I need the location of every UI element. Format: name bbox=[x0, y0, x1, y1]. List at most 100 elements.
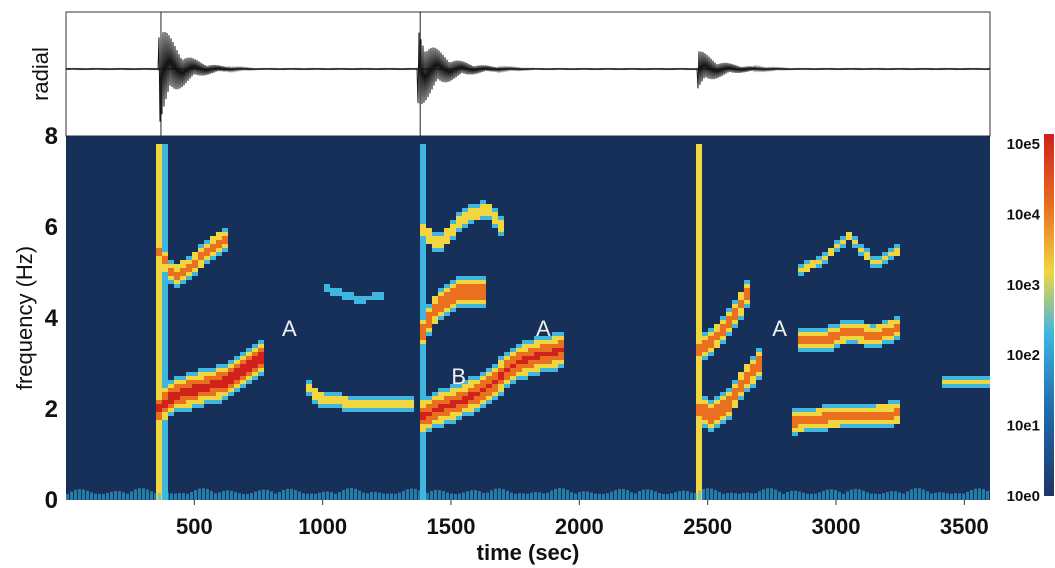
noise-mark bbox=[290, 488, 293, 500]
heat-cell bbox=[702, 420, 708, 424]
heat-cell bbox=[342, 396, 348, 400]
heat-cell bbox=[846, 332, 852, 336]
heat-cell bbox=[714, 416, 720, 420]
heat-cell bbox=[450, 228, 456, 232]
heat-cell bbox=[558, 348, 564, 352]
heat-cell bbox=[474, 404, 480, 408]
heat-cell bbox=[156, 308, 162, 312]
heat-cell bbox=[186, 268, 192, 272]
heat-cell bbox=[540, 344, 546, 348]
heat-cell bbox=[156, 408, 162, 412]
heat-cell bbox=[174, 276, 180, 280]
heat-cell bbox=[984, 380, 990, 384]
heat-cell bbox=[894, 412, 900, 416]
heat-cell bbox=[162, 144, 168, 148]
heat-cell bbox=[810, 260, 816, 264]
heat-cell bbox=[852, 244, 858, 248]
heat-cell bbox=[798, 272, 804, 276]
heat-cell bbox=[162, 424, 168, 428]
heat-cell bbox=[162, 316, 168, 320]
heat-cell bbox=[480, 296, 486, 300]
noise-mark bbox=[778, 491, 781, 500]
heat-cell bbox=[510, 372, 516, 376]
heat-cell bbox=[456, 220, 462, 224]
heat-cell bbox=[240, 368, 246, 372]
heat-cell bbox=[840, 404, 846, 408]
heat-cell bbox=[828, 328, 834, 332]
heat-cell bbox=[456, 228, 462, 232]
heat-cell bbox=[714, 420, 720, 424]
heat-cell bbox=[492, 372, 498, 376]
heat-cell bbox=[468, 392, 474, 396]
heat-cell bbox=[420, 372, 426, 376]
noise-mark bbox=[878, 493, 881, 500]
heat-cell bbox=[186, 380, 192, 384]
heat-cell bbox=[516, 376, 522, 380]
heat-cell bbox=[432, 308, 438, 312]
heat-cell bbox=[240, 356, 246, 360]
heat-cell bbox=[852, 424, 858, 428]
heat-cell bbox=[558, 364, 564, 368]
heat-cell bbox=[432, 296, 438, 300]
heat-cell bbox=[162, 428, 168, 432]
noise-mark bbox=[406, 489, 409, 500]
heat-cell bbox=[810, 408, 816, 412]
heat-cell bbox=[246, 372, 252, 376]
heat-cell bbox=[834, 344, 840, 348]
noise-mark bbox=[498, 488, 501, 500]
heat-cell bbox=[246, 360, 252, 364]
heat-cell bbox=[714, 336, 720, 340]
heat-cell bbox=[714, 408, 720, 412]
heat-cell bbox=[816, 264, 822, 268]
heat-cell bbox=[216, 372, 222, 376]
heat-cell bbox=[468, 376, 474, 380]
heat-cell bbox=[732, 308, 738, 312]
noise-mark bbox=[362, 492, 365, 500]
heat-cell bbox=[210, 244, 216, 248]
heat-cell bbox=[162, 440, 168, 444]
heat-cell bbox=[162, 228, 168, 232]
heat-cell bbox=[306, 388, 312, 392]
noise-mark bbox=[618, 488, 621, 500]
heat-cell bbox=[498, 368, 504, 372]
heat-cell bbox=[798, 424, 804, 428]
heat-cell bbox=[984, 384, 990, 388]
heat-cell bbox=[204, 260, 210, 264]
heat-cell bbox=[720, 340, 726, 344]
heat-cell bbox=[444, 228, 450, 232]
heat-cell bbox=[420, 408, 426, 412]
heat-cell bbox=[438, 288, 444, 292]
heat-cell bbox=[888, 248, 894, 252]
heat-cell bbox=[804, 268, 810, 272]
heat-cell bbox=[810, 420, 816, 424]
noise-mark bbox=[562, 488, 565, 500]
heat-cell bbox=[156, 188, 162, 192]
x-tick-label: 2000 bbox=[555, 514, 604, 539]
heat-cell bbox=[696, 372, 702, 376]
noise-mark bbox=[410, 488, 413, 500]
heat-cell bbox=[696, 288, 702, 292]
heat-cell bbox=[156, 152, 162, 156]
heat-cell bbox=[966, 380, 972, 384]
noise-mark bbox=[450, 493, 453, 500]
noise-mark bbox=[150, 491, 153, 500]
noise-mark bbox=[682, 490, 685, 500]
heat-cell bbox=[696, 292, 702, 296]
noise-mark bbox=[674, 492, 677, 500]
heat-cell bbox=[492, 388, 498, 392]
heat-cell bbox=[834, 424, 840, 428]
heat-cell bbox=[390, 408, 396, 412]
heat-cell bbox=[864, 256, 870, 260]
heat-cell bbox=[450, 220, 456, 224]
heat-cell bbox=[852, 420, 858, 424]
heat-cell bbox=[432, 244, 438, 248]
noise-mark bbox=[454, 493, 457, 500]
heat-cell bbox=[156, 264, 162, 268]
heat-cell bbox=[162, 276, 168, 280]
x-tick-label: 2500 bbox=[683, 514, 732, 539]
heat-cell bbox=[552, 352, 558, 356]
heat-cell bbox=[432, 420, 438, 424]
noise-mark bbox=[266, 489, 269, 500]
noise-mark bbox=[630, 492, 633, 500]
heat-cell bbox=[894, 320, 900, 324]
